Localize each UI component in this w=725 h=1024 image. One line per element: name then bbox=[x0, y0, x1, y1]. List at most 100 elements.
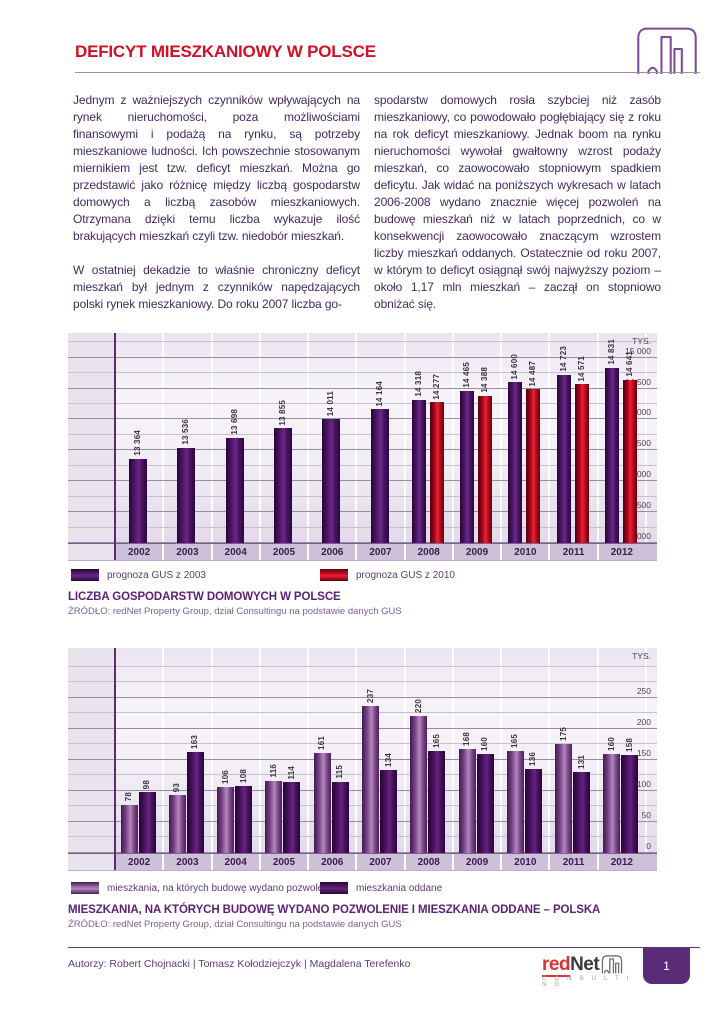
chart-households-legend: prognoza GUS z 2003 prognoza GUS z 2010 bbox=[68, 569, 657, 583]
bar-2005 bbox=[283, 782, 301, 853]
y-tick-label: 50 bbox=[641, 809, 651, 820]
y-tick-label: 12 000 bbox=[625, 531, 651, 541]
logo-red-part: red bbox=[542, 954, 571, 977]
x-axis-year-label: 2010 bbox=[500, 854, 548, 870]
bar-2006 bbox=[331, 781, 349, 853]
column-separator bbox=[258, 333, 261, 543]
gridline-major bbox=[68, 480, 657, 482]
column-separator bbox=[355, 333, 358, 543]
x-axis-year-label: 2007 bbox=[355, 544, 403, 560]
bar-2008 bbox=[428, 750, 446, 853]
bar-value-label: 13 855 bbox=[277, 399, 287, 426]
x-axis-year-label: 2008 bbox=[403, 854, 452, 870]
column-separator bbox=[645, 333, 647, 543]
chart-source: ŹRÓDŁO: redNet Property Group, dział Con… bbox=[68, 919, 402, 930]
x-axis-year-label: 2006 bbox=[307, 854, 355, 870]
legend-swatch bbox=[320, 569, 348, 581]
y-tick-label: 14 000 bbox=[625, 407, 651, 418]
bar-2010 bbox=[524, 768, 542, 853]
rednet-logo-text: redNet bbox=[542, 954, 637, 977]
header-buildings-icon bbox=[637, 27, 697, 74]
y-axis-unit-label: TYS. bbox=[632, 651, 651, 661]
legend-swatch bbox=[320, 882, 348, 894]
bar-value-label: 14 011 bbox=[326, 390, 336, 416]
chart-permits-legend: mieszkania, na których budowę wydano poz… bbox=[68, 882, 657, 896]
bar-2011 bbox=[574, 384, 589, 543]
bar-2004 bbox=[225, 438, 244, 543]
bar-2009 bbox=[460, 390, 475, 543]
chart-households: 12 000 12 500 13 000 13 500 14 000 14 500 15 0… bbox=[68, 333, 657, 561]
column-separator bbox=[645, 648, 647, 853]
bar-value-label: 13 698 bbox=[229, 409, 239, 436]
gridline-minor bbox=[68, 433, 657, 435]
legend-label: prognoza GUS z 2003 bbox=[107, 569, 206, 581]
column-separator bbox=[258, 648, 261, 853]
bar-2002 bbox=[120, 804, 138, 853]
title-divider bbox=[75, 72, 700, 73]
x-axis-band: 2002 2003 2004 2005 2006 2007 2008 2009 2010 2011… bbox=[68, 853, 657, 870]
y-tick-label: 150 bbox=[636, 747, 651, 758]
chart-permits-completions: 0 50 100 150 200 250 TYS. 78 98 93 163 106 108 116 114… bbox=[68, 648, 657, 871]
bar-2003 bbox=[177, 448, 196, 543]
bar-value-label: 14 487 bbox=[528, 360, 538, 387]
column-separator bbox=[210, 648, 213, 853]
gridline-minor bbox=[68, 526, 657, 528]
column-separator bbox=[596, 333, 599, 543]
text-column-2: spodarstw domowych rosła szybciej niż za… bbox=[374, 92, 661, 330]
gridline-minor bbox=[68, 495, 657, 497]
x-axis-year-label: 2004 bbox=[210, 854, 259, 870]
chart-caption: MIESZKANIA, NA KTÓRYCH BUDOWĘ WYDANO POZ… bbox=[68, 904, 601, 916]
bar-2007 bbox=[380, 769, 397, 853]
figure-permits-completions: 0 50 100 150 200 250 TYS. 78 98 93 163 106 108 116 114… bbox=[68, 648, 657, 930]
gridline-major bbox=[68, 449, 657, 451]
bar-value-label: 160 bbox=[606, 736, 616, 751]
paragraph: Jednym z ważniejszych czynników wpływają… bbox=[73, 93, 360, 243]
x-axis-year-label: 2002 bbox=[114, 544, 162, 560]
authors-line: Autorzy: Robert Chojnacki | Tomasz Kołod… bbox=[68, 958, 411, 970]
body-text: Jednym z ważniejszych czynników wpływają… bbox=[73, 92, 661, 330]
logo-net-part: Net bbox=[570, 954, 600, 975]
bar-value-label: 14 164 bbox=[374, 380, 384, 407]
bar-2004 bbox=[217, 787, 235, 853]
bar-2005 bbox=[273, 428, 292, 543]
y-tick-label: 12 500 bbox=[625, 500, 651, 511]
figure-households: 12 000 12 500 13 000 13 500 14 000 14 500 15 0… bbox=[68, 333, 657, 617]
x-axis-year-label: 2012 bbox=[596, 544, 645, 560]
bar-2006 bbox=[313, 753, 331, 853]
bar-2002 bbox=[138, 792, 156, 853]
x-axis-year-label: 2007 bbox=[355, 854, 403, 870]
bar-2010 bbox=[526, 389, 541, 543]
column-separator bbox=[548, 648, 551, 853]
column-separator bbox=[548, 333, 551, 543]
y-tick-label: 14 500 bbox=[625, 376, 651, 387]
page-number-badge: 1 bbox=[643, 948, 690, 984]
bar-value-label: 136 bbox=[528, 751, 538, 766]
column-separator bbox=[451, 648, 454, 853]
bar-value-label: 237 bbox=[365, 688, 375, 703]
bar-2012 bbox=[622, 379, 637, 543]
y-tick-label: 200 bbox=[636, 716, 651, 727]
bar-2007 bbox=[370, 409, 389, 543]
column-separator bbox=[451, 333, 454, 543]
bar-2009 bbox=[476, 753, 494, 853]
column-separator bbox=[307, 648, 310, 853]
x-axis-year-label: 2009 bbox=[451, 544, 500, 560]
x-axis-year-label: 2011 bbox=[548, 854, 596, 870]
y-axis-line bbox=[114, 648, 116, 870]
x-axis-year-label: 2010 bbox=[500, 544, 548, 560]
legend-item: prognoza GUS z 2010 bbox=[320, 569, 455, 581]
bar-value-label: 98 bbox=[142, 779, 152, 790]
bar-value-label: 114 bbox=[286, 765, 296, 780]
paragraph: spodarstw domowych rosła szybciej niż za… bbox=[374, 93, 661, 311]
bar-value-label: 115 bbox=[335, 765, 345, 779]
legend-swatch bbox=[71, 569, 99, 581]
bar-value-label: 106 bbox=[220, 770, 230, 785]
x-axis-year-label: 2005 bbox=[258, 854, 307, 870]
x-axis-year-label: 2011 bbox=[548, 544, 596, 560]
x-axis-year-label: 2009 bbox=[451, 854, 500, 870]
bar-value-label: 134 bbox=[383, 752, 393, 767]
x-axis-corner bbox=[68, 854, 114, 870]
gridline-major bbox=[68, 511, 657, 513]
bar-2012 bbox=[604, 368, 619, 543]
gridline-major bbox=[68, 387, 657, 389]
